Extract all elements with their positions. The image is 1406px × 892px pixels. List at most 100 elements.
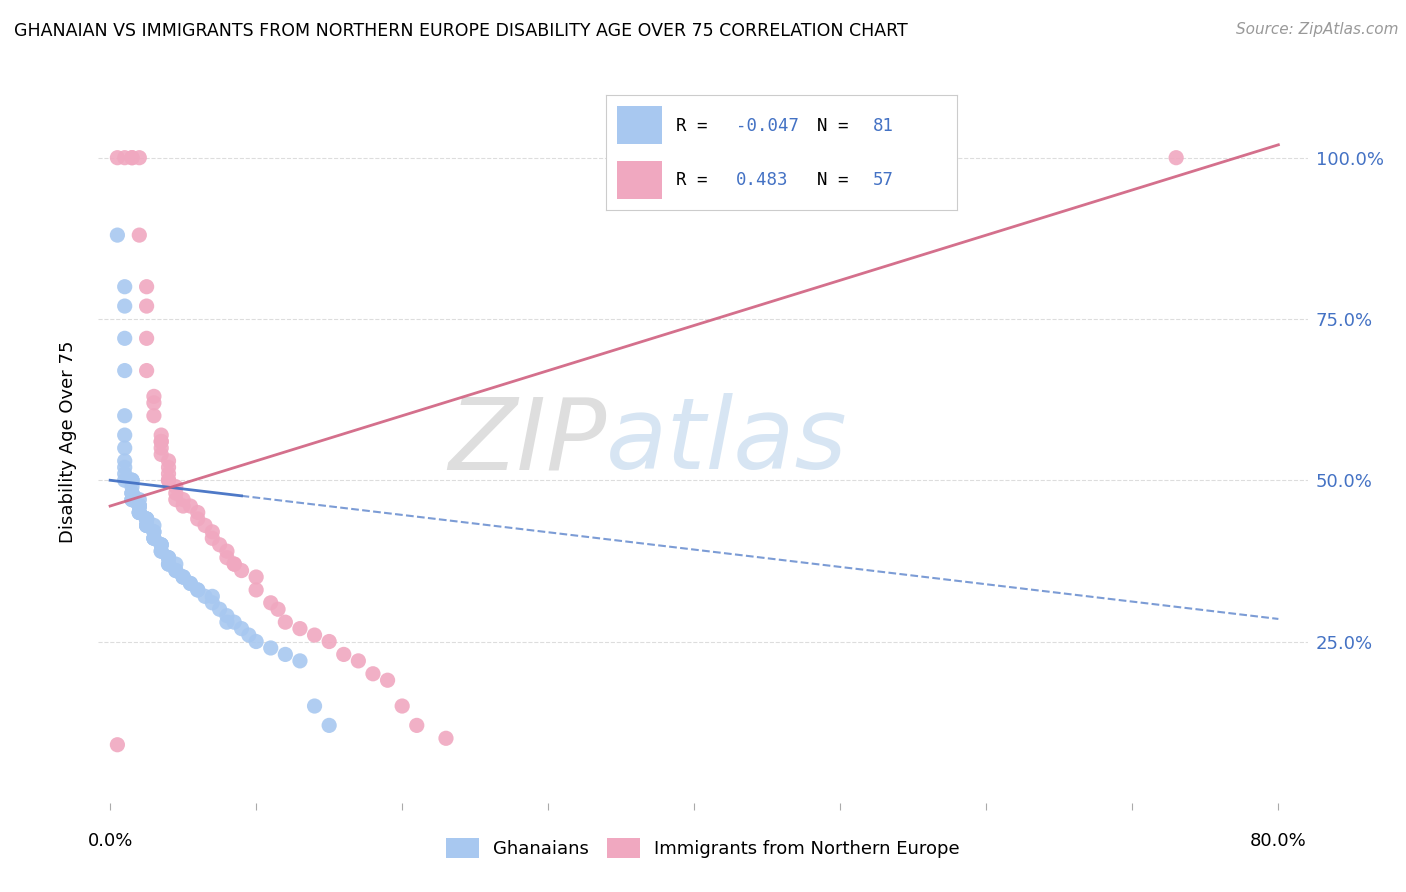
Point (201, 531, 224, 545)
Point (201, 596, 224, 610)
Point (150, 544, 173, 558)
Point (142, 524, 165, 539)
Text: 0.0%: 0.0% (87, 831, 132, 850)
Point (187, 506, 209, 520)
Point (114, 151, 136, 165)
Point (121, 151, 143, 165)
Text: 80.0%: 80.0% (1250, 831, 1306, 850)
Text: atlas: atlas (606, 393, 848, 490)
Point (179, 576, 201, 591)
Point (224, 557, 246, 571)
Point (304, 699, 326, 714)
Text: GHANAIAN VS IMMIGRANTS FROM NORTHERN EUROPE DISABILITY AGE OVER 75 CORRELATION C: GHANAIAN VS IMMIGRANTS FROM NORTHERN EUR… (14, 22, 908, 40)
Point (172, 492, 194, 507)
Point (128, 492, 150, 507)
Point (157, 473, 180, 487)
Point (165, 564, 187, 578)
Point (150, 538, 173, 552)
Point (135, 518, 157, 533)
Point (224, 615, 246, 630)
Point (135, 512, 157, 526)
Point (114, 428, 136, 442)
Point (157, 550, 180, 565)
Point (179, 499, 201, 513)
Point (142, 531, 165, 545)
Point (194, 518, 217, 533)
Point (135, 518, 157, 533)
Point (157, 467, 180, 481)
Point (107, 228, 129, 243)
Point (128, 499, 150, 513)
Point (165, 557, 187, 571)
Point (238, 628, 260, 642)
Point (187, 512, 209, 526)
Point (179, 576, 201, 591)
Point (107, 151, 129, 165)
Point (128, 499, 150, 513)
Point (318, 634, 340, 648)
Point (157, 557, 180, 571)
Point (318, 718, 340, 732)
Point (347, 654, 370, 668)
Point (135, 518, 157, 533)
Point (231, 622, 253, 636)
Point (304, 628, 326, 642)
Point (245, 570, 267, 584)
Point (150, 434, 173, 449)
Point (260, 596, 283, 610)
Y-axis label: Disability Age Over 75: Disability Age Over 75 (59, 340, 77, 543)
Point (114, 331, 136, 345)
Point (114, 409, 136, 423)
Point (194, 590, 217, 604)
Point (150, 441, 173, 455)
Point (215, 615, 238, 630)
Point (128, 506, 150, 520)
Point (135, 518, 157, 533)
Point (165, 564, 187, 578)
Point (121, 492, 143, 507)
Point (165, 492, 187, 507)
Point (121, 480, 143, 494)
Point (128, 499, 150, 513)
Point (121, 473, 143, 487)
Point (391, 699, 413, 714)
Point (135, 363, 157, 377)
Point (157, 460, 180, 475)
Point (187, 582, 209, 597)
Point (142, 409, 165, 423)
Point (187, 582, 209, 597)
Point (121, 486, 143, 500)
Point (128, 499, 150, 513)
Point (157, 557, 180, 571)
Point (157, 550, 180, 565)
Point (150, 538, 173, 552)
Point (288, 654, 311, 668)
Point (150, 544, 173, 558)
Legend: Ghanaians, Immigrants from Northern Europe: Ghanaians, Immigrants from Northern Euro… (439, 830, 967, 865)
Point (274, 615, 297, 630)
Point (165, 480, 187, 494)
Point (150, 428, 173, 442)
Point (128, 506, 150, 520)
Point (215, 608, 238, 623)
Point (274, 648, 297, 662)
Point (142, 396, 165, 410)
Point (172, 570, 194, 584)
Point (208, 538, 231, 552)
Point (434, 731, 457, 746)
Point (150, 538, 173, 552)
Point (260, 640, 283, 655)
Point (157, 473, 180, 487)
Point (121, 492, 143, 507)
Point (114, 441, 136, 455)
Point (165, 486, 187, 500)
Point (114, 279, 136, 293)
Point (114, 454, 136, 468)
Point (121, 486, 143, 500)
Point (114, 467, 136, 481)
Point (128, 506, 150, 520)
Point (361, 666, 384, 681)
Text: Source: ZipAtlas.com: Source: ZipAtlas.com (1236, 22, 1399, 37)
Point (121, 473, 143, 487)
Point (142, 524, 165, 539)
